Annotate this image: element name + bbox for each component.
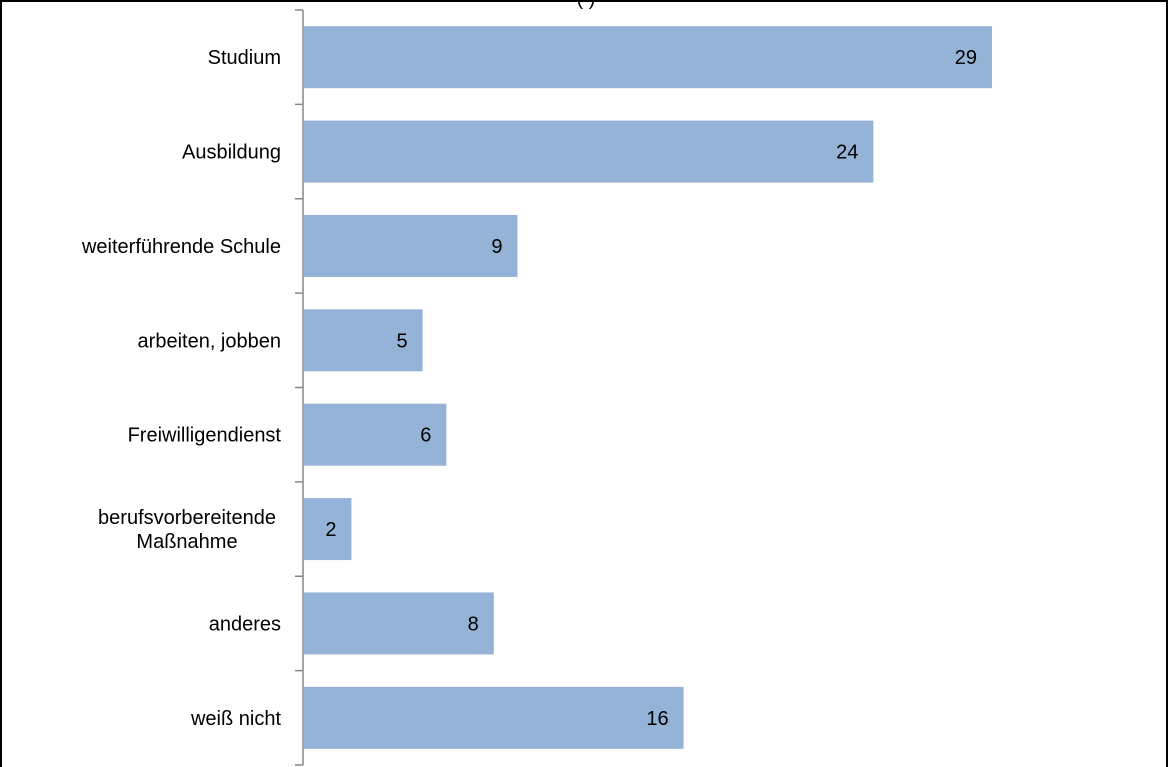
category-label-line: weiterführende Schule <box>81 236 281 258</box>
category-label: Studium <box>208 47 281 69</box>
bar <box>304 26 992 89</box>
bar-value-label: 29 <box>955 47 977 69</box>
category-label-line: Maßnahme <box>136 531 237 553</box>
bar <box>304 403 447 466</box>
category-label: Ausbildung <box>182 142 281 164</box>
bar <box>304 686 684 749</box>
category-label: berufsvorbereitende Maßnahme <box>98 507 276 553</box>
category-label-line: weiß nicht <box>190 708 281 730</box>
category-label: weiterführende Schule <box>81 236 281 258</box>
chart-title-fragment: ( ) <box>2 0 1168 11</box>
category-label: weiß nicht <box>190 708 281 730</box>
category-label-line: anderes <box>209 613 281 635</box>
category-axis <box>295 9 304 766</box>
bar-value-label: 6 <box>420 425 431 447</box>
bar-value-label: 5 <box>396 330 407 352</box>
bar <box>304 592 494 655</box>
bar <box>304 498 352 561</box>
category-label-line: Ausbildung <box>182 142 281 164</box>
category-label-line: Freiwilligendienst <box>128 425 282 447</box>
category-label-line: Studium <box>208 47 281 69</box>
category-label-line: berufsvorbereitende <box>98 507 276 529</box>
category-label: Freiwilligendienst <box>128 425 282 447</box>
bar-value-label: 9 <box>491 236 502 258</box>
bar <box>304 309 423 372</box>
category-label: anderes <box>209 613 281 635</box>
labels-layer: 29 Studium 24 Ausbildung 9 weiterführende Sch… <box>81 47 977 730</box>
category-label-line: arbeiten, jobben <box>138 330 281 352</box>
bar-value-label: 2 <box>325 519 336 541</box>
bar-value-label: 8 <box>468 613 479 635</box>
bar-value-label: 24 <box>836 142 858 164</box>
bars-layer <box>304 26 992 749</box>
bar-value-label: 16 <box>646 708 668 730</box>
category-label: arbeiten, jobben <box>138 330 281 352</box>
bar <box>304 214 518 277</box>
bar <box>304 120 874 183</box>
